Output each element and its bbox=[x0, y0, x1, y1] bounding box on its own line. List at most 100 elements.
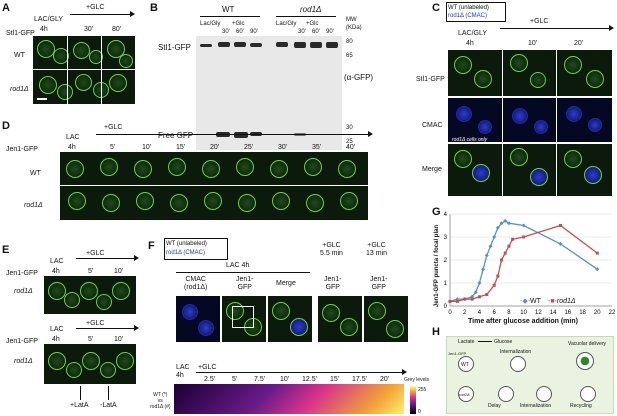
g-point-rod1 bbox=[503, 251, 507, 255]
panel-c-legend bbox=[446, 2, 506, 22]
panel-a-row-rod1: rod1Δ bbox=[10, 86, 29, 93]
panel-d-time4: 20' bbox=[210, 144, 220, 151]
panel-f-lac: LAC 4h bbox=[176, 364, 190, 379]
panel-a-arrow bbox=[70, 14, 130, 15]
panel-d-time6: 30' bbox=[278, 144, 288, 151]
panel-f-time3: 7.5' bbox=[254, 376, 266, 383]
panel-f-merge bbox=[268, 296, 312, 342]
panel-f-scale-min: 0 bbox=[418, 409, 421, 415]
panel-f-scale-label: Grey levels bbox=[404, 377, 430, 383]
g-ytick-label: 3 bbox=[444, 235, 448, 241]
panel-label-c: C bbox=[432, 2, 440, 14]
g-point-rod1 bbox=[485, 293, 489, 296]
panel-c-start: LAC/GLY bbox=[458, 30, 488, 37]
panel-e-time1-2: 5' bbox=[88, 336, 94, 343]
panel-f-time7: 17.5' bbox=[352, 376, 367, 383]
g-point-wt bbox=[506, 221, 511, 226]
panel-h-lactate: Lactate bbox=[458, 339, 475, 345]
panel-b-lane-rod1-3: 90' bbox=[326, 29, 334, 35]
panel-b-treatment-rod1: +Glc bbox=[306, 21, 319, 27]
panel-h-rod1-cell-4 bbox=[580, 386, 596, 402]
panel-a-gene: Stl1-GFP bbox=[6, 30, 35, 37]
panel-e-treatment-1: +GLC bbox=[86, 250, 105, 257]
panel-b-mw-25: 25 bbox=[346, 139, 353, 145]
g-ytick-label: 0 bbox=[444, 304, 448, 310]
g-point-wt bbox=[521, 223, 526, 228]
panel-d-micrograph bbox=[60, 152, 368, 220]
panel-e-gene-2: Jen1-GFP bbox=[6, 338, 38, 345]
g-point-rod1 bbox=[448, 299, 452, 303]
g-point-rod1 bbox=[522, 235, 526, 239]
panel-e-micrograph-1 bbox=[44, 276, 136, 314]
panel-b-lane-wt-1: 30' bbox=[222, 29, 230, 35]
panel-f-time4: 10' bbox=[280, 376, 290, 383]
panel-f-cmac bbox=[176, 296, 220, 342]
panel-b-mw-65: 65 bbox=[346, 53, 353, 59]
panel-f-header-bar bbox=[176, 272, 310, 273]
panel-h-rod1-cell-2 bbox=[498, 386, 514, 402]
g-point-rod1 bbox=[477, 295, 481, 299]
panel-f-time8: 20' bbox=[380, 376, 390, 383]
panel-b-band-bottom: Free GFP bbox=[158, 131, 194, 140]
panel-h-jen1: Jen1-GFP bbox=[448, 351, 467, 356]
panel-label-a: A bbox=[2, 2, 10, 14]
panel-label-f: F bbox=[148, 240, 155, 252]
g-ytick-label: 2 bbox=[444, 258, 448, 264]
panel-e-row-2: rod1Δ bbox=[14, 358, 33, 365]
panel-label-d: D bbox=[2, 120, 10, 132]
panel-e-treatment-2: +GLC bbox=[86, 320, 105, 327]
panel-f-glc1-img bbox=[318, 296, 362, 342]
panel-b-group-wt: WT bbox=[222, 5, 235, 14]
panel-c-arrow bbox=[500, 28, 610, 29]
g-point-wt bbox=[484, 253, 489, 258]
g-xtick-label: 8 bbox=[507, 310, 511, 316]
panel-g-legend-wt-text: WT bbox=[530, 298, 541, 305]
panel-c-legend-wt: WT (unlabeled) bbox=[448, 5, 489, 11]
panel-a-micrograph bbox=[33, 36, 135, 104]
panel-e-time1-1: 5' bbox=[88, 268, 94, 275]
panel-c-note: rod1Δ cells only bbox=[452, 137, 488, 143]
panel-e-time0-1: 4h bbox=[52, 268, 60, 275]
panel-b-treatment-wt: +Glc bbox=[232, 21, 245, 27]
panel-b-blot bbox=[196, 36, 342, 150]
panel-c-arrowhead bbox=[609, 25, 614, 31]
panel-b-rod1-bar bbox=[276, 16, 336, 17]
panel-a-time1: 30' bbox=[84, 26, 94, 33]
panel-b-mw-unit: MW (KDa) bbox=[346, 17, 362, 31]
panel-b-lane-start-wt: Lac/Gly bbox=[200, 21, 221, 27]
panel-e-latA-minus-arrow bbox=[108, 386, 109, 400]
panel-e-latA-plus: +LatA bbox=[70, 402, 89, 409]
panel-f-time1: 2.5' bbox=[204, 376, 216, 383]
g-xtick-label: 20 bbox=[594, 310, 601, 316]
panel-e-time0-2: 4h bbox=[52, 336, 60, 343]
panel-f-time2: 5' bbox=[232, 376, 238, 383]
panel-a-arrowhead bbox=[130, 11, 135, 17]
g-point-rod1 bbox=[511, 237, 515, 241]
panel-f-glc1: +GLC 5.5 min bbox=[320, 242, 343, 257]
panel-b-lane-wt-2: 60' bbox=[236, 29, 244, 35]
panel-c-time1: 10' bbox=[528, 40, 538, 47]
panel-b-lane-wt-3: 90' bbox=[250, 29, 258, 35]
panel-f-glc1-col: Jen1- GFP bbox=[324, 276, 342, 291]
panel-b-lane-rod1-2: 60' bbox=[312, 29, 320, 35]
panel-f-col-1: CMAC (rod1Δ) bbox=[184, 276, 208, 291]
panel-g-legend-rod1-text: rod1Δ bbox=[556, 298, 576, 305]
panel-b-lane-rod1-1: 30' bbox=[298, 29, 306, 35]
panel-e-time2-2: 10' bbox=[114, 336, 124, 343]
panel-f-arrow bbox=[196, 372, 402, 373]
panel-a-time2: 80' bbox=[112, 26, 122, 33]
panel-h-wt-cell-3 bbox=[576, 352, 594, 370]
panel-f-legend bbox=[164, 238, 228, 260]
g-point-wt bbox=[495, 225, 500, 230]
panel-d-time3: 15' bbox=[176, 144, 186, 151]
panel-c-row-3: Merge bbox=[422, 166, 442, 173]
panel-label-g: G bbox=[432, 206, 441, 218]
g-xtick-label: 2 bbox=[463, 310, 467, 316]
panel-g-legend-rod1: -■-rod1Δ bbox=[548, 298, 576, 305]
g-point-rod1 bbox=[558, 224, 562, 227]
panel-d-time5: 25' bbox=[244, 144, 254, 151]
panel-h-wt-cell bbox=[458, 356, 474, 372]
panel-e-latA-plus-arrow bbox=[80, 386, 81, 400]
panel-d-start: LAC bbox=[66, 134, 80, 141]
panel-e-row-1: rod1Δ bbox=[14, 288, 33, 295]
